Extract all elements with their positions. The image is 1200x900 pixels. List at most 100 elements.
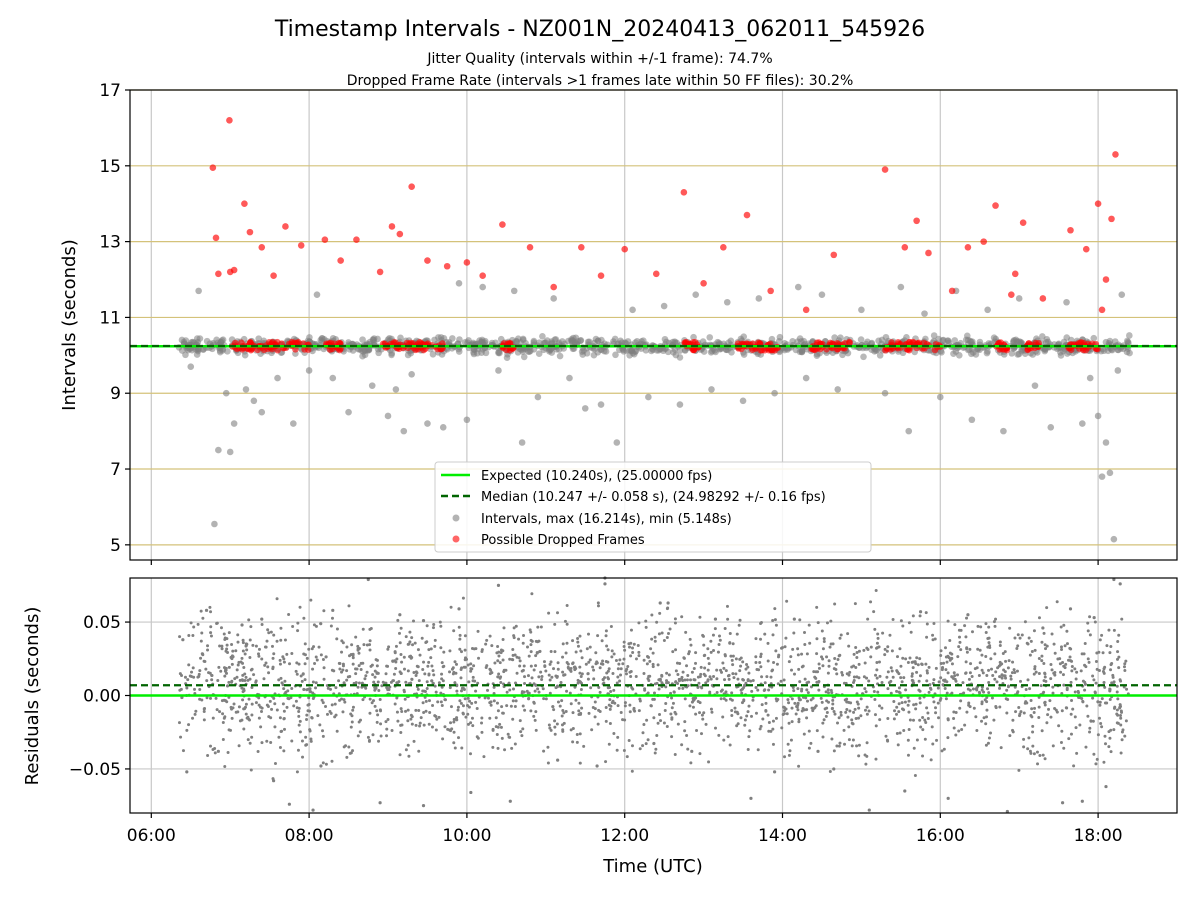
residual-point bbox=[300, 679, 304, 683]
residual-point bbox=[651, 697, 655, 701]
residual-point bbox=[718, 638, 722, 642]
residual-point bbox=[919, 725, 923, 729]
residual-point bbox=[342, 698, 346, 702]
residual-point bbox=[556, 700, 560, 704]
residual-point bbox=[756, 748, 760, 752]
residual-point bbox=[727, 677, 731, 681]
residual-point bbox=[448, 670, 452, 674]
residual-point bbox=[631, 687, 635, 691]
residual-point bbox=[1053, 651, 1057, 655]
residual-point bbox=[1077, 691, 1081, 695]
residual-point bbox=[242, 727, 246, 731]
residual-point bbox=[953, 623, 957, 627]
residual-point bbox=[573, 685, 577, 689]
residual-point bbox=[934, 711, 938, 715]
residual-point bbox=[530, 592, 534, 596]
residual-point bbox=[1039, 684, 1043, 688]
residual-point bbox=[1109, 644, 1113, 648]
residual-point bbox=[924, 662, 928, 666]
residual-point bbox=[931, 742, 935, 746]
residual-point bbox=[459, 668, 463, 672]
residual-point bbox=[1109, 663, 1113, 667]
residual-point bbox=[442, 650, 446, 654]
residual-point bbox=[1120, 617, 1124, 621]
residual-point bbox=[1060, 801, 1065, 805]
residual-point bbox=[598, 666, 602, 670]
residual-point bbox=[215, 621, 219, 625]
residual-point bbox=[899, 619, 903, 623]
residual-point bbox=[1086, 621, 1090, 625]
residual-point bbox=[817, 680, 821, 684]
residual-point bbox=[455, 683, 459, 687]
residual-point bbox=[1072, 764, 1076, 768]
residual-point bbox=[561, 655, 565, 659]
residual-point bbox=[402, 655, 406, 659]
residual-point bbox=[1073, 667, 1077, 671]
residual-point bbox=[941, 666, 945, 670]
interval-point bbox=[1063, 334, 1071, 341]
interval-point bbox=[983, 349, 991, 357]
residual-point bbox=[495, 732, 499, 736]
residual-point bbox=[1123, 734, 1127, 738]
residual-point bbox=[1118, 706, 1122, 710]
residual-point bbox=[743, 718, 747, 722]
residual-point bbox=[629, 628, 633, 632]
residual-point bbox=[855, 744, 859, 748]
residual-point bbox=[439, 700, 443, 704]
residual-point bbox=[475, 735, 479, 739]
residual-point bbox=[1029, 751, 1033, 755]
residual-point bbox=[400, 660, 404, 664]
residual-point bbox=[983, 698, 987, 702]
interval-point bbox=[345, 408, 352, 416]
dropped-frame-point bbox=[802, 306, 810, 314]
residual-point bbox=[542, 660, 546, 664]
residual-point bbox=[902, 708, 906, 712]
residual-point bbox=[267, 671, 271, 675]
residual-point bbox=[577, 709, 581, 713]
residual-point bbox=[399, 723, 403, 727]
residual-point bbox=[556, 661, 560, 665]
residual-point bbox=[361, 698, 365, 702]
residual-point bbox=[876, 636, 880, 640]
residual-point bbox=[665, 635, 669, 639]
residual-point bbox=[658, 713, 662, 717]
residual-point bbox=[855, 651, 859, 655]
residual-point bbox=[471, 724, 475, 728]
residual-point bbox=[421, 701, 425, 705]
residual-point bbox=[594, 662, 598, 666]
residual-point bbox=[368, 711, 372, 715]
residual-point bbox=[309, 737, 313, 741]
interval-point bbox=[660, 302, 668, 310]
residual-point bbox=[722, 666, 726, 670]
dropped-frame-point bbox=[810, 346, 818, 353]
residual-point bbox=[824, 714, 828, 718]
residual-point bbox=[876, 690, 880, 694]
residual-point bbox=[771, 668, 775, 672]
residual-point bbox=[999, 746, 1003, 750]
residual-point bbox=[1060, 648, 1064, 652]
residual-point bbox=[185, 686, 189, 690]
residual-point bbox=[815, 637, 819, 641]
residual-point bbox=[298, 719, 302, 723]
residual-point bbox=[301, 755, 305, 759]
residual-point bbox=[285, 652, 289, 656]
interval-point bbox=[479, 283, 486, 291]
residual-point bbox=[333, 702, 337, 706]
residual-point bbox=[417, 679, 421, 683]
residual-point bbox=[241, 638, 245, 642]
residual-point bbox=[494, 716, 498, 720]
interval-point bbox=[676, 354, 684, 361]
interval-point bbox=[976, 338, 984, 346]
residual-point bbox=[816, 749, 820, 753]
residual-point bbox=[897, 686, 901, 690]
residual-point bbox=[774, 623, 778, 627]
residual-point bbox=[343, 700, 347, 704]
residual-point bbox=[571, 727, 575, 731]
dropped-frame-point bbox=[479, 272, 486, 280]
residual-point bbox=[533, 689, 537, 693]
residual-point bbox=[1016, 644, 1020, 648]
residual-point bbox=[582, 744, 586, 748]
residual-point bbox=[1015, 669, 1019, 673]
residual-point bbox=[440, 685, 444, 689]
